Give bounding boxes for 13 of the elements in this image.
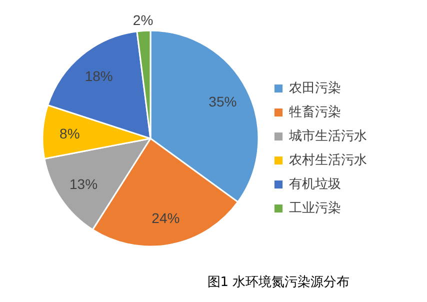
legend-label: 工业污染 bbox=[289, 199, 341, 217]
legend-label: 农田污染 bbox=[289, 79, 341, 97]
legend-label: 有机垃圾 bbox=[289, 175, 341, 193]
legend-label: 城市生活污水 bbox=[289, 127, 367, 145]
data-label: 13% bbox=[69, 176, 98, 192]
data-label: 8% bbox=[60, 125, 80, 142]
data-label: 35% bbox=[208, 94, 237, 110]
data-label: 18% bbox=[84, 68, 113, 84]
legend-label: 农村生活污水 bbox=[289, 151, 367, 169]
legend-label: 牲畜污染 bbox=[289, 103, 341, 121]
data-label: 2% bbox=[132, 12, 154, 28]
data-label: 24% bbox=[152, 210, 180, 226]
caption: 图1 水环境氮污染源分布 bbox=[207, 274, 350, 290]
